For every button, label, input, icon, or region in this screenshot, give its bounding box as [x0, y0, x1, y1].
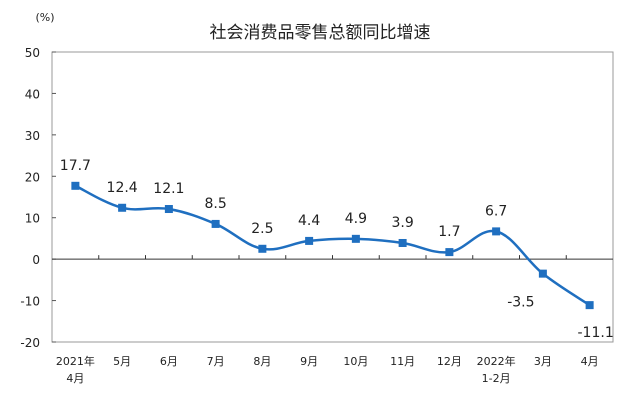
y-axis-unit-label: (%): [35, 11, 54, 24]
data-label: 12.1: [153, 181, 184, 197]
data-label: 12.4: [107, 180, 138, 196]
x-tick-label: 11月: [390, 355, 415, 368]
data-label: 2.5: [251, 221, 273, 237]
y-tick-label: -10: [20, 295, 40, 309]
data-point: [492, 227, 501, 236]
x-tick-label: 10月: [343, 355, 368, 368]
x-tick-label: 2022年: [477, 354, 516, 368]
y-tick-label: 30: [25, 129, 40, 143]
data-point: [305, 236, 314, 245]
x-tick-label: 7月: [207, 355, 225, 368]
data-point: [351, 234, 360, 243]
data-point: [585, 301, 594, 310]
data-point: [211, 219, 220, 228]
data-label: 6.7: [485, 203, 507, 219]
data-label: -3.5: [507, 295, 534, 311]
y-tick-label: 10: [25, 212, 40, 226]
data-point: [164, 205, 173, 214]
data-label: 4.4: [298, 213, 320, 229]
x-tick-label: 4月: [581, 355, 599, 368]
x-tick-label: 1-2月: [482, 372, 511, 385]
chart-title: 社会消费品零售总额同比增速: [210, 23, 431, 43]
data-label: 3.9: [391, 215, 413, 231]
data-point: [71, 181, 80, 190]
data-point: [258, 244, 267, 253]
data-label: 4.9: [345, 211, 367, 227]
y-tick-label: 50: [25, 46, 40, 60]
data-point: [445, 248, 454, 257]
x-tick-label: 3月: [534, 355, 552, 368]
data-point: [118, 203, 127, 212]
x-tick-label: 12月: [437, 355, 462, 368]
y-tick-label: 20: [25, 170, 40, 184]
series-line: [74, 184, 591, 307]
data-label: 1.7: [438, 224, 460, 240]
data-label: 8.5: [204, 196, 226, 212]
y-tick-label: -20: [20, 336, 40, 350]
x-tick-label: 5月: [113, 355, 131, 368]
x-tick-label: 4月: [66, 372, 84, 385]
x-tick-label: 8月: [253, 355, 271, 368]
x-tick-label: 2021年: [56, 354, 95, 368]
y-tick-label: 0: [32, 253, 40, 267]
plot-frame: [51, 51, 614, 343]
data-label: 17.7: [60, 158, 91, 174]
data-label: -11.1: [578, 325, 614, 341]
x-tick-label: 9月: [300, 355, 318, 368]
x-tick-label: 6月: [160, 355, 178, 368]
data-point: [398, 238, 407, 247]
data-point: [538, 269, 547, 278]
y-tick-label: 40: [25, 87, 40, 101]
